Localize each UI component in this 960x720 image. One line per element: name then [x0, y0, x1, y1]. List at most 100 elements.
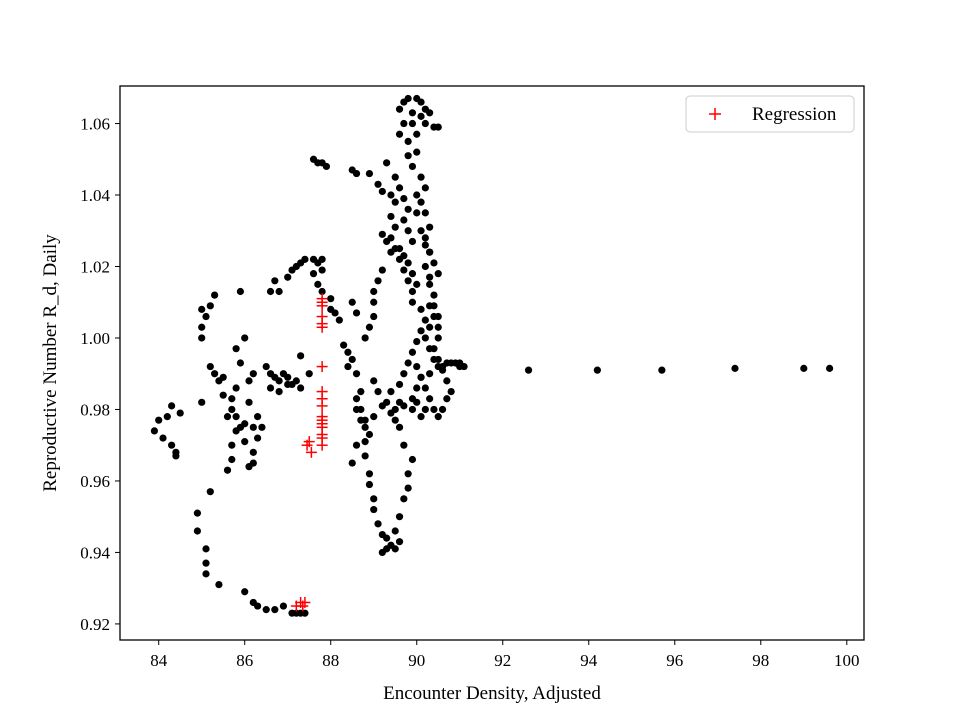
data-point [417, 413, 425, 421]
data-point [395, 513, 404, 521]
data-point [417, 98, 425, 106]
data-point [383, 398, 391, 406]
data-point [202, 570, 210, 578]
data-point [408, 287, 417, 296]
data-point [340, 341, 348, 349]
black-point-series [150, 94, 834, 617]
data-point [232, 413, 240, 421]
data-point [400, 402, 408, 410]
data-point [206, 302, 214, 310]
data-point [404, 152, 412, 160]
data-point [413, 191, 421, 199]
data-point [400, 252, 408, 260]
data-point [370, 287, 378, 296]
data-point [421, 209, 429, 217]
data-point [413, 280, 421, 288]
data-point [249, 423, 257, 431]
data-point [417, 198, 425, 206]
data-point [443, 377, 451, 385]
data-point [211, 291, 219, 299]
data-point [404, 94, 412, 103]
data-point [395, 184, 404, 192]
data-point [275, 377, 283, 385]
legend-regression-label: Regression [752, 104, 837, 125]
x-tick-label: 98 [752, 651, 769, 670]
data-point [395, 130, 404, 138]
x-tick-label: 96 [666, 651, 683, 670]
data-point [404, 470, 412, 478]
data-point [223, 413, 232, 421]
data-point [383, 237, 391, 246]
data-point [408, 162, 417, 171]
data-point [430, 259, 438, 267]
data-point [365, 430, 374, 439]
data-point [421, 119, 429, 128]
regression-point [316, 361, 328, 373]
data-point [417, 112, 425, 120]
data-point [219, 391, 227, 399]
data-point [387, 212, 395, 221]
data-point [168, 441, 176, 449]
data-point [383, 159, 391, 167]
data-point [284, 380, 292, 389]
y-axis-ticks: 0.92 0.94 0.96 0.98 1.00 1.02 1.04 1.06 [80, 115, 120, 634]
data-point [176, 409, 184, 417]
data-point [434, 355, 442, 364]
data-point [387, 387, 395, 396]
data-point [365, 169, 374, 178]
data-point [172, 452, 180, 460]
data-point [297, 352, 305, 360]
data-point [408, 395, 417, 403]
x-tick-label: 84 [150, 651, 168, 670]
data-point [236, 359, 245, 367]
data-point [430, 345, 438, 353]
data-point [245, 377, 253, 385]
data-point [211, 370, 219, 378]
data-point [426, 280, 434, 288]
data-point [314, 280, 322, 288]
data-point [206, 362, 214, 371]
data-point [266, 287, 275, 296]
data-point [344, 348, 352, 356]
data-point [426, 223, 434, 231]
y-tick-label: 1.00 [80, 329, 110, 348]
data-point [241, 588, 249, 596]
data-point [434, 334, 442, 342]
data-point [391, 545, 399, 553]
data-point [404, 227, 412, 235]
data-point [421, 334, 429, 342]
data-point [198, 323, 206, 331]
data-point [344, 362, 352, 371]
data-point [352, 405, 361, 414]
data-point [335, 316, 343, 324]
data-point [370, 377, 378, 385]
regression-point [305, 446, 317, 458]
data-point [421, 262, 429, 271]
data-point [352, 169, 361, 178]
data-point [309, 270, 318, 278]
data-point [395, 380, 404, 389]
data-point [421, 184, 429, 192]
legend: Regression [685, 95, 855, 133]
data-point [254, 413, 262, 421]
data-point [417, 373, 425, 381]
data-point [426, 273, 434, 281]
data-point [249, 448, 257, 456]
data-point [271, 277, 279, 285]
data-point [361, 416, 369, 424]
data-point [800, 364, 808, 372]
data-point [400, 194, 408, 203]
data-point [223, 466, 232, 474]
regression-point [316, 311, 328, 323]
data-point [404, 259, 412, 267]
data-point [400, 216, 408, 224]
regression-point [297, 600, 309, 612]
data-point [434, 312, 442, 321]
data-point [219, 373, 227, 381]
data-point [421, 316, 429, 324]
data-point [198, 305, 206, 313]
data-point [387, 191, 395, 199]
data-point [434, 323, 442, 331]
data-point [370, 505, 378, 514]
data-point [593, 366, 601, 374]
